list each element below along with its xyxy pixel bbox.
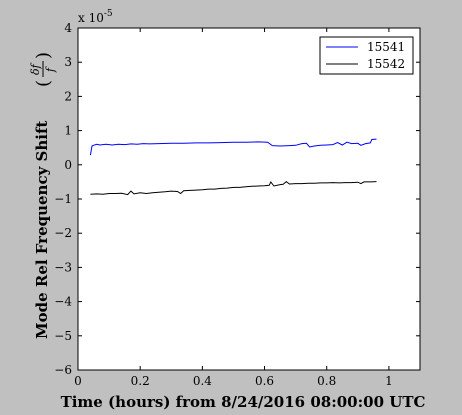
y-multiplier: x 10-5: [78, 9, 113, 25]
tick-layer: 0 0.2 0.4 0.6 0.8 1 −6 −5 −4 −3 −2 −1 0 1 2 3 4: [54, 21, 420, 388]
legend-label-15542: 15542: [367, 57, 405, 71]
y-multiplier-base: x 10: [78, 11, 104, 25]
series-layer: [89, 138, 377, 196]
y-tick-label: 0: [64, 158, 72, 172]
plot-area: [78, 28, 420, 370]
y-tick-label: 1: [64, 124, 72, 138]
y-tick-label: 2: [64, 89, 72, 103]
x-tick-label: 0.8: [317, 374, 336, 388]
y-axis-label-frac-num: δf: [29, 62, 42, 75]
legend: 15541 15542: [319, 36, 414, 75]
y-axis-label: Mode Rel Frequency Shift ( δf f ): [29, 52, 57, 339]
y-tick-label: −3: [54, 260, 72, 274]
y-tick-label: 3: [64, 55, 72, 69]
x-tick-label: 0: [74, 374, 82, 388]
y-axis-label-frac-den: f: [44, 66, 57, 73]
y-tick-label: −5: [54, 329, 72, 343]
y-axis-label-main: Mode Rel Frequency Shift: [33, 121, 51, 339]
x-tick-label: 0.4: [193, 374, 212, 388]
legend-label-15541: 15541: [367, 40, 405, 54]
y-axis-label-close: ): [33, 52, 54, 59]
x-tick-label: 0.6: [255, 374, 274, 388]
y-multiplier-exponent: -5: [104, 9, 113, 19]
y-tick-label: 4: [64, 21, 72, 35]
x-axis-label: Time (hours) from 8/24/2016 08:00:00 UTC: [61, 393, 426, 411]
x-tick-label: 1: [385, 374, 393, 388]
legend-box: [319, 36, 414, 75]
y-tick-label: −1: [54, 192, 72, 206]
series-line-15542: [90, 180, 377, 196]
y-tick-label: −2: [54, 226, 72, 240]
y-axis-label-open: (: [33, 80, 54, 87]
series-line-15541: [89, 138, 377, 156]
y-tick-label: −6: [54, 363, 72, 377]
y-tick-label: −4: [54, 295, 72, 309]
x-tick-label: 0.2: [131, 374, 150, 388]
